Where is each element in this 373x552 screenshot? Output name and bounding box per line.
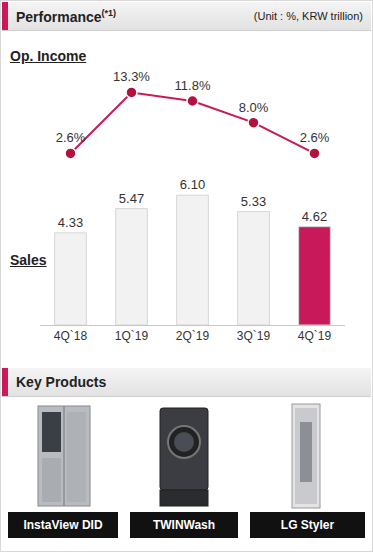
html-text:Op. Income: Op. Income: [10, 48, 87, 64]
svg-text:8.0%: 8.0%: [239, 100, 269, 115]
html-text:(Unit : %, KRW trillion): (Unit : %, KRW trillion): [253, 10, 363, 22]
svg-text:13.3%: 13.3%: [113, 69, 150, 84]
html-text:TWINWash: TWINWash: [152, 518, 216, 532]
html-text:InstaView DID: InstaView DID: [23, 518, 103, 532]
svg-text:2.6%: 2.6%: [300, 130, 330, 145]
svg-text:1Q`19: 1Q`19: [115, 329, 149, 343]
svg-text:4Q`19: 4Q`19: [298, 329, 332, 343]
svg-text:5.33: 5.33: [241, 194, 266, 209]
svg-text:4Q`18: 4Q`18: [54, 329, 88, 343]
svg-text:6.10: 6.10: [180, 177, 205, 192]
html-text:Key Products: Key Products: [16, 374, 107, 390]
svg-text:5.47: 5.47: [119, 191, 144, 206]
svg-text:2Q`19: 2Q`19: [176, 329, 210, 343]
html-text:LG Styler: LG Styler: [280, 518, 335, 532]
svg-text:4.33: 4.33: [58, 215, 83, 230]
svg-text:2.6%: 2.6%: [56, 130, 86, 145]
html-text:Performance(*1): Performance(*1): [16, 8, 117, 25]
svg-text:11.8%: 11.8%: [175, 78, 211, 93]
svg-text:3Q`19: 3Q`19: [237, 329, 271, 343]
svg-text:4.62: 4.62: [302, 209, 327, 224]
html-text:Sales: Sales: [10, 252, 47, 268]
